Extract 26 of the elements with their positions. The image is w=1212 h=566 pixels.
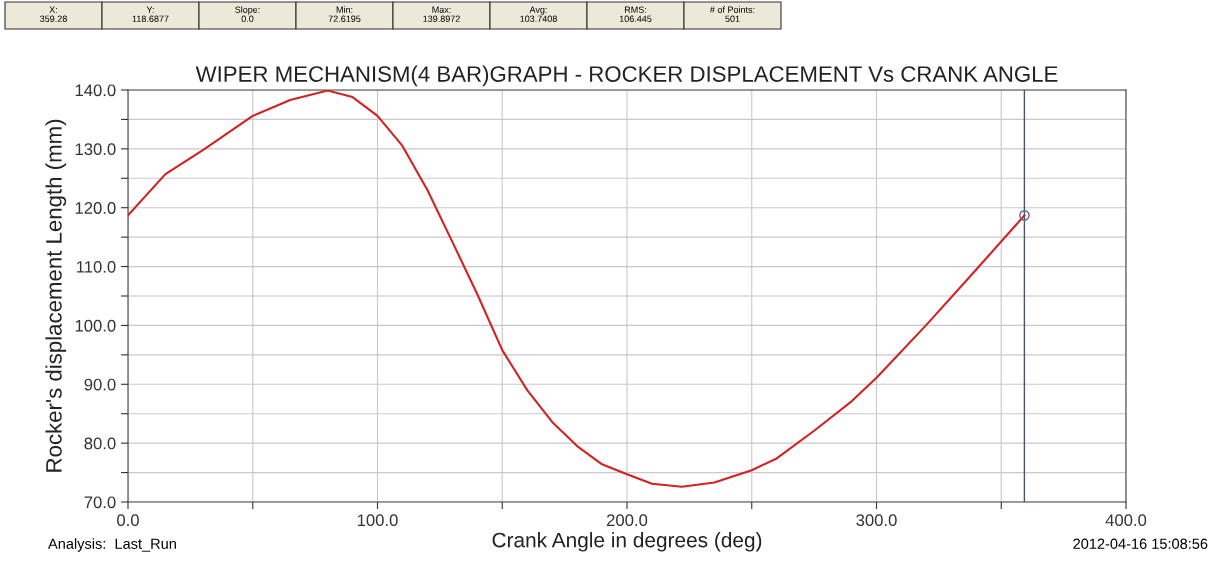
y-tick-label: 70.0 [84,496,116,509]
y-tick-label: 80.0 [84,437,116,450]
y-tick-label: 130.0 [75,143,116,156]
text: Y: 118.6877 [132,6,169,22]
x-tick-label: 100.0 [357,514,398,527]
y-tick-label: 90.0 [84,378,116,391]
y-tick-label: 100.0 [75,319,116,332]
text: 2012-04-16 15:08:56 [1073,538,1208,549]
text: RMS: 106.445 [619,6,652,22]
text: # of Points: 501 [709,6,755,22]
y-axis-title: Rocker's displacement Length (mm) [45,119,67,472]
x-tick-label: 0.0 [117,514,139,527]
text: Avg: 103.7408 [520,6,557,22]
text: Min: 72.6195 [328,6,361,22]
y-tick-label: 140.0 [75,84,116,97]
y-tick-label: 110.0 [76,260,116,273]
text: X: 359.28 [40,6,67,22]
text: Slope: 0.0 [235,6,260,22]
chart-title: WIPER MECHANISM(4 BAR)GRAPH - ROCKER DISPLACEMENT Vs CRANK ANGLE [195,65,1058,87]
text: Analysis: Last_Run [48,538,176,552]
y-tick-label: 120.0 [75,202,116,214]
x-tick-label: 200.0 [606,514,648,527]
x-tick-label: 300.0 [856,514,897,527]
x-axis-title: Crank Angle in degrees (deg) [492,532,762,552]
x-tick-label: 400.0 [1105,514,1147,527]
text: Max: 139.8972 [423,6,460,22]
